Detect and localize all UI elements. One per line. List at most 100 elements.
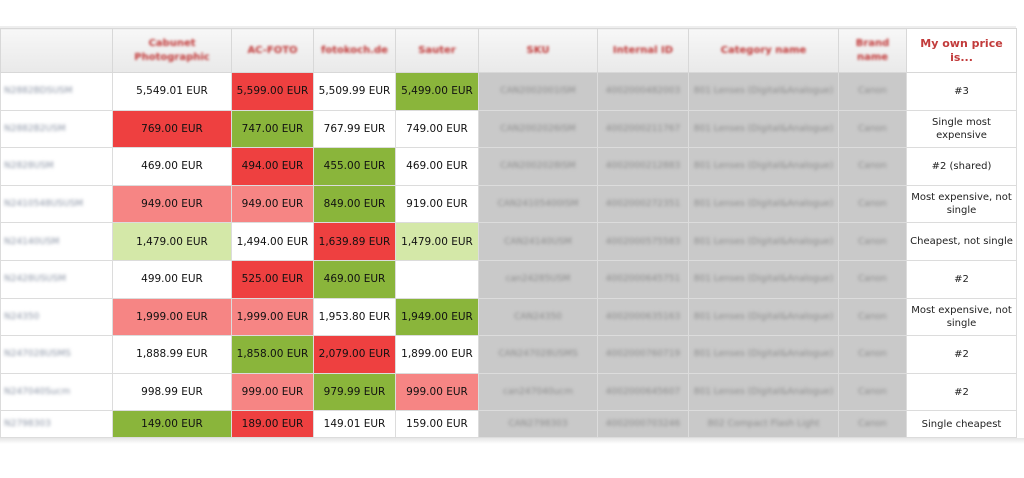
table-row[interactable]: N2882BDSUSM 5,549.01 EUR 5,599.00 EUR 5,509… [0,72,1017,111]
own-price-rank-cell-text: #3 [954,85,969,97]
competitor-3-price: 767.99 EUR [313,109,396,149]
column-header-brand[interactable]: Brand name [838,28,907,73]
competitor-3-price-text: 849.00 EUR [323,198,386,211]
internal-id-cell-text: 4002000645607 [605,387,681,398]
product-id-cell: N2428USUSM [0,259,113,299]
category-cell: 801 Lenses (Digital&Analogue) [688,297,839,337]
sku-cell-text: CAN2002028ISM [500,161,576,172]
own-price-rank-cell: #2 (shared) [906,147,1017,186]
competitor-4-price-text: 159.00 EUR [406,418,468,431]
sku-cell-text: CAN24105400ISM [497,199,579,210]
own-price-rank-cell-text: #2 (shared) [931,160,992,172]
own-price-rank-cell: Most expensive, not single [906,184,1017,224]
sku-cell-text: CAN2002001ISM [500,86,576,97]
competitor-4-price [395,259,479,299]
internal-id-cell: 4002000212883 [597,147,689,186]
internal-id-cell: 4002000703246 [597,410,689,439]
competitor-2-price: 1,494.00 EUR [231,222,314,261]
competitor-1-price: 949.00 EUR [112,184,232,224]
product-id-cell: N2410548USUSM [0,184,113,224]
category-cell-text: 801 Lenses (Digital&Analogue) [693,387,834,398]
competitor-4-price: 159.00 EUR [395,410,479,439]
competitor-4-price: 999.00 EUR [395,372,479,412]
product-id-cell-text: N2882BDSUSM [4,86,73,97]
brand-cell-text: Canon [858,349,887,360]
competitor-2-price: 949.00 EUR [231,184,314,224]
category-cell: 801 Lenses (Digital&Analogue) [688,184,839,224]
table-row[interactable]: N24350 1,999.00 EUR 1,999.00 EUR 1,953.80 E… [0,297,1017,337]
competitor-3-price-text: 149.01 EUR [323,418,386,431]
competitor-1-price-text: 469.00 EUR [141,160,203,173]
column-header-competitor-2[interactable]: AC-FOTO [231,28,314,73]
competitor-1-price: 149.00 EUR [112,410,232,439]
competitor-3-price-text: 2,079.00 EUR [318,348,391,361]
table-row[interactable]: N247040Sucm 998.99 EUR 999.00 EUR 979.99 EU… [0,372,1017,412]
competitor-2-price: 999.00 EUR [231,372,314,412]
competitor-1-price: 998.99 EUR [112,372,232,412]
internal-id-cell-text: 4002000575583 [605,236,681,247]
category-cell: 801 Lenses (Digital&Analogue) [688,372,839,412]
price-comparison-table: Cabunet Photographic AC-FOTO fotokoch.de… [0,28,1017,439]
competitor-1-price-text: 1,479.00 EUR [136,235,208,248]
competitor-4-price-text: 5,499.00 EUR [401,85,473,98]
competitor-3-price: 979.99 EUR [313,372,396,412]
competitor-1-price-text: 1,888.99 EUR [136,348,208,361]
brand-cell-text: Canon [858,387,887,398]
column-header-competitor-1[interactable]: Cabunet Photographic [112,28,232,73]
table-row[interactable]: N2428USUSM 499.00 EUR 525.00 EUR 469.00 EUR… [0,259,1017,299]
competitor-3-price-text: 5,509.99 EUR [318,85,391,98]
brand-cell-text: Canon [858,161,887,172]
product-id-cell-text: N24350 [4,311,40,322]
table-row[interactable]: N24140USM 1,479.00 EUR 1,494.00 EUR 1,639.8… [0,222,1017,261]
table-row[interactable]: N2828USM 469.00 EUR 494.00 EUR 455.00 EUR 46… [0,147,1017,186]
own-price-rank-cell-text: #2 [954,386,969,398]
header-row: Cabunet Photographic AC-FOTO fotokoch.de… [0,28,1017,73]
category-cell-text: 801 Lenses (Digital&Analogue) [693,86,834,97]
competitor-1-price: 769.00 EUR [112,109,232,149]
brand-cell-text: Canon [858,274,887,285]
competitor-3-price: 849.00 EUR [313,184,396,224]
table-row[interactable]: N2410548USUSM 949.00 EUR 949.00 EUR 849.00 … [0,184,1017,224]
column-header-competitor-3[interactable]: fotokoch.de [313,28,396,73]
brand-cell-text: Canon [858,311,887,322]
own-price-rank-cell-text: Single most expensive [932,116,991,141]
competitor-1-price: 1,888.99 EUR [112,335,232,374]
internal-id-cell-text: 4002000482003 [605,86,681,97]
competitor-3-price-text: 1,639.89 EUR [318,235,391,248]
competitor-3-price-text: 455.00 EUR [323,160,386,173]
price-comparison-panel: Cabunet Photographic AC-FOTO fotokoch.de… [0,28,1017,439]
column-header-competitor-4[interactable]: Sauter [395,28,479,73]
competitor-2-price: 525.00 EUR [231,259,314,299]
internal-id-cell-text: 4002000212883 [605,161,681,172]
competitor-3-price-text: 979.99 EUR [323,386,386,399]
competitor-2-price-text: 1,858.00 EUR [236,348,309,361]
competitor-4-price-text: 469.00 EUR [406,160,468,173]
competitor-4-price: 1,899.00 EUR [395,335,479,374]
column-header-sku[interactable]: SKU [478,28,598,73]
product-id-cell: N24140USM [0,222,113,261]
sku-cell: CAN24350 [478,297,598,337]
column-header-category[interactable]: Category name [688,28,839,73]
brand-cell-text: Canon [858,199,887,210]
competitor-4-price-text: 1,949.00 EUR [401,310,473,323]
table-row[interactable]: N2798303 149.00 EUR 189.00 EUR 149.01 EUR 15… [0,410,1017,439]
column-header-product-id[interactable] [0,28,113,73]
product-id-cell: N2798303 [0,410,113,439]
product-id-cell-text: N247040Sucm [4,387,71,398]
competitor-4-price-text: 1,899.00 EUR [401,348,473,361]
internal-id-cell-text: 4002000635163 [605,311,681,322]
column-header-own-price[interactable]: My own price is... [906,28,1017,73]
competitor-4-price: 1,949.00 EUR [395,297,479,337]
category-cell-text: 801 Lenses (Digital&Analogue) [693,199,834,210]
competitor-2-price-text: 999.00 EUR [241,386,304,399]
table-row[interactable]: N2882B2USM 769.00 EUR 747.00 EUR 767.99 EUR… [0,109,1017,149]
table-row[interactable]: N247028USMS 1,888.99 EUR 1,858.00 EUR 2,079… [0,335,1017,374]
table-body: N2882BDSUSM 5,549.01 EUR 5,599.00 EUR 5,509… [0,72,1017,439]
column-header-internal-id[interactable]: Internal ID [597,28,689,73]
competitor-2-price: 189.00 EUR [231,410,314,439]
competitor-2-price-text: 1,494.00 EUR [236,235,309,248]
sku-cell-text: CAN2798303 [508,419,568,430]
competitor-3-price: 1,953.80 EUR [313,297,396,337]
category-cell: 801 Lenses (Digital&Analogue) [688,222,839,261]
top-border [0,26,1016,28]
